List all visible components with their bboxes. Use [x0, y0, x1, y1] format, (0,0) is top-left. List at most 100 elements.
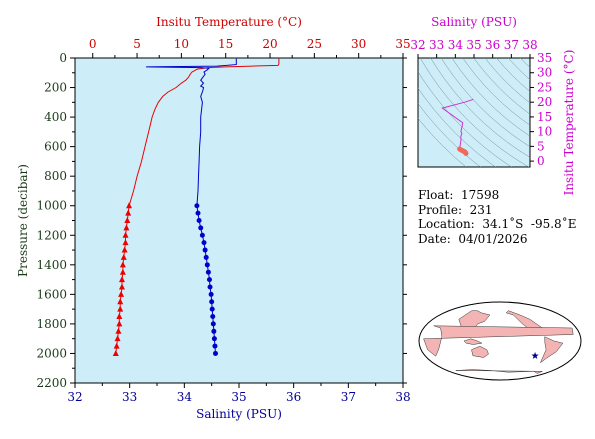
- pressure-tick-label: 1800: [36, 317, 67, 331]
- temperature-point: [122, 231, 129, 238]
- temperature-tick-label: 25: [307, 37, 322, 51]
- ts-salinity-tick-label: 35: [466, 38, 481, 52]
- salinity-point: [205, 269, 211, 275]
- ts-salinity-axis-label: Salinity (PSU): [431, 15, 517, 29]
- salinity-tick-label: 33: [122, 390, 137, 404]
- map-landmass: [455, 369, 543, 374]
- ts-temperature-tick-label: 15: [537, 110, 552, 124]
- temperature-point: [116, 313, 123, 320]
- salinity-point: [212, 343, 218, 349]
- salinity-point: [201, 240, 207, 246]
- location-label: Location: 34.1˚S -95.8˚E: [418, 217, 577, 231]
- map-landmass: [463, 338, 483, 345]
- salinity-point: [204, 262, 210, 268]
- ts-salinity-tick-label: 37: [504, 38, 519, 52]
- pressure-tick-label: 2000: [36, 346, 67, 360]
- float-info-panel: Float: 17598 Profile: 231 Location: 34.1…: [418, 188, 576, 246]
- map-outline: [418, 301, 582, 381]
- profile-number-label: Profile: 231: [418, 202, 493, 217]
- temperature-point: [113, 342, 120, 349]
- temperature-point: [125, 209, 132, 216]
- salinity-point: [198, 225, 204, 231]
- temperature-tick-label: 15: [218, 37, 233, 51]
- map-landmass: [539, 336, 564, 364]
- temperature-point: [118, 276, 125, 283]
- pressure-tick-label: 1000: [36, 199, 67, 213]
- ts-salinity-tick-label: 38: [522, 38, 537, 52]
- salinity-point: [209, 299, 215, 305]
- ts-salinity-tick-label: 33: [429, 38, 444, 52]
- ts-plot-area: [417, 57, 531, 168]
- pressure-axis-label: Pressure (decibar): [16, 164, 30, 277]
- temperature-point: [124, 217, 131, 223]
- temperature-point: [112, 349, 119, 356]
- salinity-point: [209, 306, 215, 312]
- temperature-point: [120, 253, 127, 260]
- salinity-tick-label: 32: [67, 390, 82, 404]
- ts-temperature-axis-label: Insitu Temperature (°C): [562, 50, 576, 196]
- pressure-tick-label: 400: [44, 110, 67, 124]
- ts-salinity-tick-label: 34: [448, 38, 464, 52]
- salinity-point: [210, 314, 216, 320]
- temperature-tick-label: 20: [262, 37, 277, 51]
- temperature-point: [122, 239, 129, 246]
- salinity-point: [196, 218, 202, 223]
- salinity-tick-label: 38: [395, 390, 410, 404]
- ts-temperature-tick-label: 5: [537, 139, 545, 153]
- salinity-point: [208, 291, 214, 297]
- temperature-point: [115, 327, 122, 334]
- ts-temperature-tick-label: 10: [537, 125, 552, 139]
- temperature-point: [118, 283, 125, 290]
- temperature-profile-line: [115, 58, 280, 354]
- pressure-tick-label: 800: [44, 169, 67, 183]
- salinity-point: [212, 350, 218, 356]
- salinity-point: [203, 254, 209, 260]
- ts-temperature-tick-label: 20: [537, 95, 552, 109]
- pressure-tick-label: 0: [59, 51, 67, 65]
- temperature-point: [126, 202, 133, 209]
- temperature-point: [117, 298, 124, 305]
- salinity-point: [195, 210, 201, 216]
- profile-plot-area: [74, 57, 404, 384]
- temperature-point: [118, 290, 125, 297]
- salinity-axis-label: Salinity (PSU): [196, 407, 282, 421]
- salinity-tick-label: 36: [286, 390, 301, 404]
- ts-density-contours: [418, 58, 530, 167]
- ts-point: [463, 150, 469, 156]
- temperature-point: [117, 305, 124, 312]
- temperature-point: [116, 320, 123, 327]
- salinity-point: [211, 328, 217, 334]
- temperature-point: [114, 335, 121, 342]
- salinity-point: [211, 336, 217, 342]
- map-landmass: [471, 345, 489, 358]
- pressure-tick-label: 1600: [36, 287, 67, 301]
- salinity-tick-label: 34: [177, 390, 193, 404]
- salinity-point: [210, 321, 216, 327]
- date-label: Date: 04/01/2026: [418, 231, 528, 246]
- pressure-tick-label: 1200: [36, 228, 67, 242]
- float-id-label: Float: 17598: [418, 188, 500, 202]
- temperature-axis-label: Insitu Temperature (°C): [156, 15, 302, 29]
- salinity-point: [206, 277, 212, 283]
- salinity-tick-label: 37: [341, 390, 356, 404]
- temperature-tick-label: 35: [395, 37, 410, 51]
- salinity-point: [207, 284, 213, 290]
- temperature-point: [119, 268, 126, 275]
- salinity-tick-label: 35: [231, 390, 246, 404]
- pressure-tick-label: 2200: [36, 376, 67, 390]
- temperature-tick-label: 5: [133, 37, 141, 51]
- temperature-tick-label: 30: [351, 37, 366, 51]
- ts-temperature-tick-label: 35: [537, 51, 552, 65]
- map-landmass: [423, 325, 574, 357]
- pressure-tick-label: 1400: [36, 258, 67, 272]
- ts-temperature-tick-label: 25: [537, 80, 552, 94]
- temperature-point: [119, 261, 126, 268]
- salinity-point: [202, 247, 208, 253]
- ts-temperature-tick-label: 0: [537, 154, 545, 168]
- ts-salinity-tick-label: 32: [410, 38, 425, 52]
- salinity-point: [199, 232, 205, 238]
- temperature-tick-label: 0: [89, 37, 97, 51]
- pressure-tick-label: 600: [44, 140, 67, 154]
- temperature-tick-label: 10: [174, 37, 189, 51]
